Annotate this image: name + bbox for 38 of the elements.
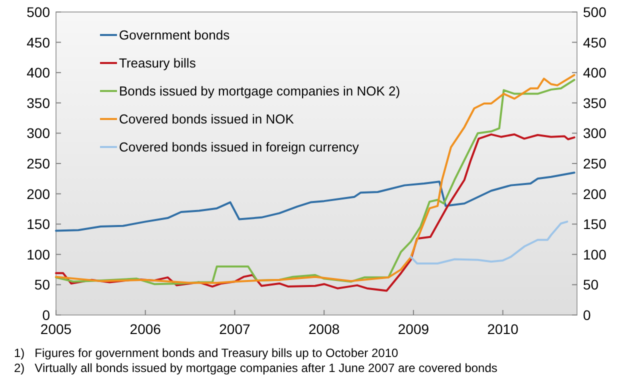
x-tick-label: 2009 [398,321,430,337]
legend-label: Treasury bills [119,56,196,70]
y2-tick-label: 350 [583,94,607,111]
x-tick-label: 2008 [308,321,340,337]
y2-tick-label: 250 [583,156,607,172]
y-tick-label: 150 [26,216,50,232]
legend-label: Covered bonds issued in NOK [119,112,294,126]
y-tick-label: 350 [26,94,50,111]
y-tick-label: 400 [26,64,50,81]
text: 2) Virtually all bonds issued by mortgage companies after 1 June 2007 are covered bonds [14,361,498,375]
y-tick-label: 300 [26,125,50,142]
y2-tick-label: 300 [583,125,607,142]
y2-tick-label: 0 [583,307,591,323]
y-tick-label: 50 [34,276,50,293]
x-tick-label: 2010 [487,321,519,337]
line-series [55,133,576,292]
y2-tick-label: 500 [583,4,607,20]
legend-label: Bonds issued by mortgage companies in NOK 2) [119,84,400,98]
x-tick-label: 2006 [130,321,162,337]
x-tick-label: 2007 [219,321,251,337]
y-tick-label: 500 [26,4,50,20]
line-series [55,172,576,232]
y-tick-label: 250 [26,156,50,172]
y-tick-label: 0 [42,307,50,323]
legend-label: Covered bonds issued in foreign currency [119,140,360,154]
line-series [410,220,568,264]
y-tick-label: 200 [26,186,50,202]
text: 1) Figures for government bonds and Treasury bills up to October 2010 [14,346,399,360]
y2-tick-label: 50 [583,276,599,293]
y2-tick-label: 200 [583,186,607,202]
y-tick-label: 100 [26,246,50,262]
y2-tick-label: 400 [583,64,607,81]
y2-tick-label: 100 [583,246,607,262]
y-tick-label: 450 [26,34,50,50]
x-tick-label: 2005 [40,321,72,337]
y2-tick-label: 450 [583,34,607,50]
y2-tick-label: 150 [583,216,607,232]
legend-label: Government bonds [119,28,230,42]
